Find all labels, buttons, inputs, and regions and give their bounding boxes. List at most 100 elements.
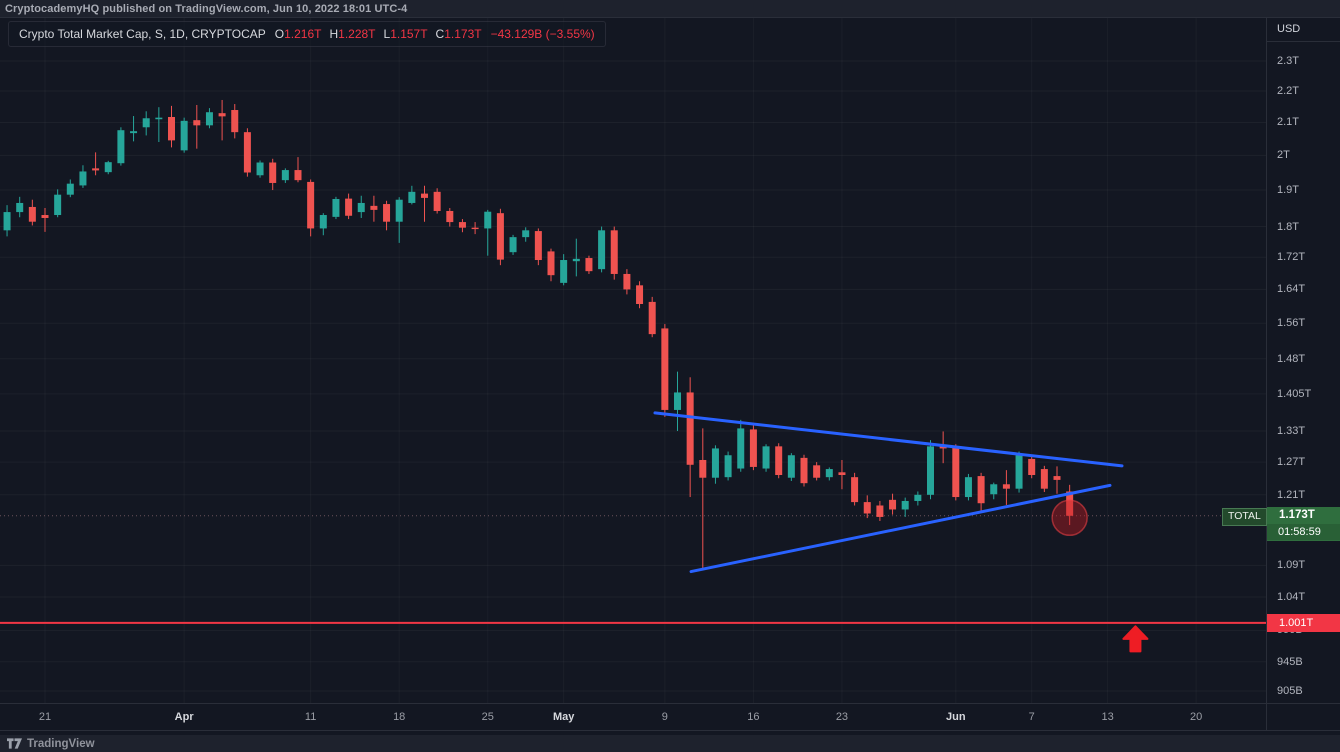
candle-up bbox=[964, 477, 972, 498]
price-tick-label: 1.64T bbox=[1277, 283, 1306, 296]
price-tick-label: 1.21T bbox=[1277, 488, 1306, 501]
candle-down bbox=[775, 446, 783, 475]
candle-up bbox=[509, 237, 517, 253]
time-tick-label: Jun bbox=[946, 711, 966, 723]
candle-down bbox=[851, 477, 859, 503]
candle-down bbox=[496, 213, 504, 260]
candle-down bbox=[800, 457, 808, 484]
candle-down bbox=[952, 447, 960, 498]
legend-ohlc-token: O1.216T bbox=[274, 27, 322, 41]
candle-down bbox=[458, 222, 466, 228]
candle-down bbox=[623, 273, 631, 290]
candle-up bbox=[762, 446, 770, 469]
candle-down bbox=[1040, 469, 1048, 489]
price-axis[interactable]: USD 2.3T 2.2T 2.1T 2T 1.9T 1.8T 1.72T 1.64T 1.56… bbox=[1267, 0, 1340, 752]
candle-down bbox=[585, 258, 593, 272]
time-tick-label: 16 bbox=[747, 711, 760, 723]
up-arrow[interactable] bbox=[1122, 625, 1149, 653]
trendline[interactable] bbox=[689, 483, 1112, 574]
time-axis[interactable]: 21 Apr 11 18 25 May 9 16 23 Jun 7 13 20 bbox=[0, 704, 1340, 731]
candle-up bbox=[319, 215, 327, 229]
candle-up bbox=[357, 202, 365, 213]
candle-up bbox=[117, 130, 125, 164]
candle-down bbox=[307, 181, 315, 229]
candle-up bbox=[927, 446, 934, 495]
candle-up bbox=[180, 120, 188, 151]
candle-down bbox=[813, 465, 821, 478]
candle-down bbox=[1066, 491, 1074, 516]
candle-down bbox=[1002, 484, 1010, 489]
price-tick-label: 905B bbox=[1277, 685, 1303, 697]
candle-down bbox=[749, 429, 757, 467]
candle-up bbox=[130, 131, 138, 134]
price-tick-label: 1.405T bbox=[1277, 387, 1312, 400]
candle-down bbox=[471, 227, 479, 230]
candle-down bbox=[977, 476, 985, 504]
legend-change: −43.129B (−3.55%) bbox=[490, 27, 595, 41]
candle-down bbox=[889, 499, 897, 510]
candle-down bbox=[699, 459, 707, 478]
candle-down bbox=[193, 120, 201, 126]
candle-up bbox=[332, 198, 340, 217]
candle-up bbox=[674, 392, 681, 410]
price-tick-label: 2T bbox=[1277, 149, 1290, 162]
candle-down bbox=[433, 191, 441, 211]
candle-up bbox=[256, 162, 264, 176]
candle-down bbox=[636, 285, 644, 304]
candle-down bbox=[269, 162, 277, 183]
candle-up bbox=[560, 260, 568, 283]
attribution-text: CryptocademyHQ published on TradingView.… bbox=[5, 3, 408, 15]
candle-down bbox=[547, 251, 555, 276]
highlight-circle[interactable] bbox=[1051, 499, 1088, 537]
candle-down bbox=[168, 117, 175, 141]
tradingview-logo-icon[interactable] bbox=[7, 738, 22, 749]
trendline[interactable] bbox=[653, 411, 1124, 468]
candle-down bbox=[661, 328, 669, 410]
time-tick-label: 23 bbox=[835, 711, 849, 723]
candle-down bbox=[863, 502, 871, 514]
candle-up bbox=[737, 428, 745, 469]
candle-down bbox=[876, 505, 884, 517]
candle-down bbox=[939, 446, 947, 449]
price-tick-label: 1.8T bbox=[1277, 220, 1300, 233]
time-tick-label: Apr bbox=[174, 711, 194, 723]
candle-down bbox=[648, 301, 656, 335]
price-tick-label: 945B bbox=[1277, 655, 1303, 668]
candle-up bbox=[408, 191, 416, 203]
candle-up bbox=[16, 202, 24, 213]
candle-up bbox=[54, 194, 62, 216]
legend-ohlc-token: C1.173T bbox=[435, 27, 482, 41]
price-tick-label: 1.48T bbox=[1277, 352, 1306, 365]
legend[interactable]: Crypto Total Market Cap, S, 1D, CRYPTOCA… bbox=[8, 21, 606, 47]
candle-up bbox=[724, 455, 732, 478]
time-tick-label: 11 bbox=[304, 711, 317, 723]
current-price-value: 1.173T bbox=[1279, 509, 1315, 522]
candle-down bbox=[383, 204, 391, 222]
time-tick-label: 13 bbox=[1101, 711, 1114, 723]
candle-down bbox=[28, 206, 36, 222]
time-tick-label: 20 bbox=[1190, 711, 1203, 723]
candle-up bbox=[825, 469, 833, 478]
tradingview-brand-label[interactable]: TradingView bbox=[27, 737, 95, 750]
price-tick-label: 1.9T bbox=[1277, 184, 1300, 196]
candle-up bbox=[395, 199, 403, 222]
price-tick-label: 1.56T bbox=[1277, 317, 1306, 330]
time-tick-label: 18 bbox=[393, 711, 406, 723]
legend-symbol-title: Crypto Total Market Cap, S, 1D, CRYPTOCA… bbox=[19, 27, 266, 41]
candle-down bbox=[218, 113, 226, 117]
legend-ohlc-values: O1.216T H1.228T L1.157T C1.173T bbox=[275, 25, 482, 43]
candle-down bbox=[92, 168, 100, 171]
candle-up bbox=[711, 448, 719, 478]
price-tick-label: 1.72T bbox=[1277, 251, 1306, 264]
legend-ohlc-token: H1.228T bbox=[329, 27, 376, 41]
candle-down bbox=[231, 110, 239, 133]
candle-up bbox=[3, 212, 11, 231]
candle-up bbox=[205, 112, 213, 126]
candle-up bbox=[484, 211, 492, 229]
current-price-label: 1.173T 01:58:59 bbox=[1267, 507, 1340, 542]
candle-up bbox=[990, 484, 998, 495]
price-tick-label: 1.04T bbox=[1277, 591, 1306, 604]
candle-up bbox=[914, 494, 922, 501]
